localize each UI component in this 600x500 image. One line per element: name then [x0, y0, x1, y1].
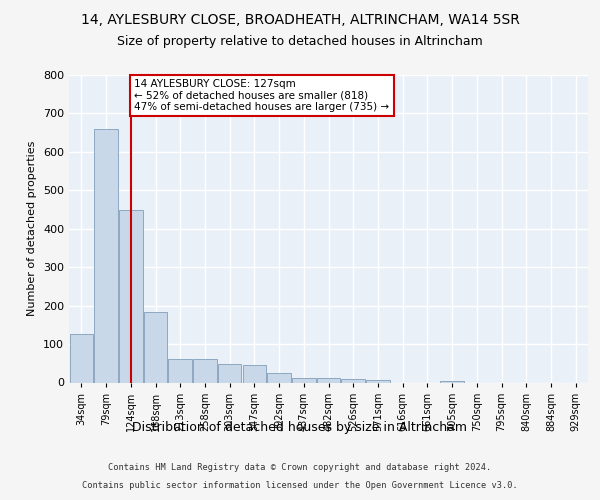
Bar [341, 378, 365, 382]
Text: 14 AYLESBURY CLOSE: 127sqm
← 52% of detached houses are smaller (818)
47% of sem: 14 AYLESBURY CLOSE: 127sqm ← 52% of deta… [134, 79, 389, 112]
Y-axis label: Number of detached properties: Number of detached properties [28, 141, 37, 316]
Text: Contains HM Land Registry data © Crown copyright and database right 2024.: Contains HM Land Registry data © Crown c… [109, 463, 491, 472]
Bar [268, 373, 291, 382]
Bar [94, 129, 118, 382]
Bar [169, 358, 192, 382]
Bar [144, 312, 167, 382]
Bar [440, 380, 464, 382]
Bar [218, 364, 241, 382]
Text: Distribution of detached houses by size in Altrincham: Distribution of detached houses by size … [133, 421, 467, 434]
Bar [366, 380, 389, 382]
Bar [242, 365, 266, 382]
Text: 14, AYLESBURY CLOSE, BROADHEATH, ALTRINCHAM, WA14 5SR: 14, AYLESBURY CLOSE, BROADHEATH, ALTRINC… [80, 12, 520, 26]
Bar [70, 334, 93, 382]
Bar [119, 210, 143, 382]
Bar [317, 378, 340, 382]
Text: Contains public sector information licensed under the Open Government Licence v3: Contains public sector information licen… [82, 480, 518, 490]
Text: Size of property relative to detached houses in Altrincham: Size of property relative to detached ho… [117, 35, 483, 48]
Bar [193, 360, 217, 382]
Bar [292, 378, 316, 382]
